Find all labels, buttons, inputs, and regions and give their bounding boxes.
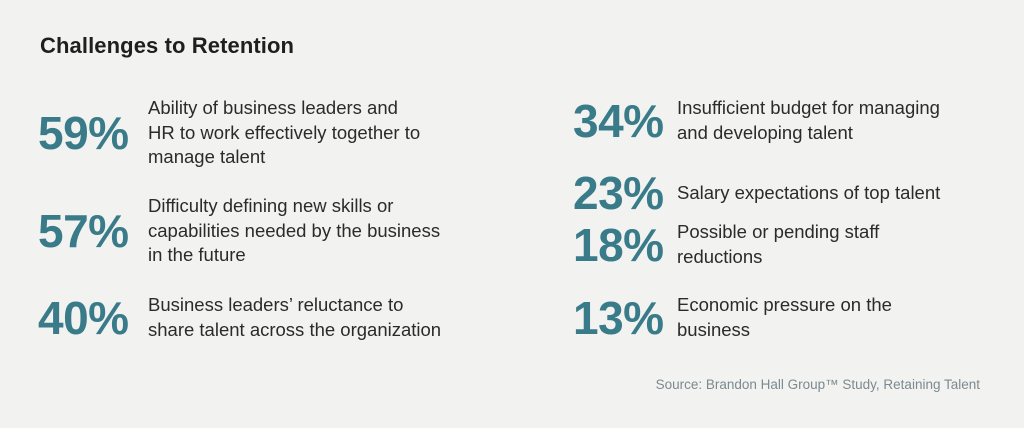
stat-item: 40% Business leaders’ reluctance to shar… — [38, 293, 488, 342]
stat-description: Possible or pending staff reductions — [677, 221, 880, 267]
stat-percent: 40% — [38, 291, 129, 344]
stat-percent: 34% — [573, 94, 664, 147]
page-title: Challenges to Retention — [40, 33, 295, 58]
stat-item: 57% Difficulty defining new skills or ca… — [38, 194, 488, 268]
stat-item: 13% Economic pressure on the business — [573, 293, 997, 342]
stat-item: 23% Salary expectations of top talent — [573, 170, 997, 216]
stat-description: Economic pressure on the business — [677, 294, 892, 340]
stat-description: Business leaders’ reluctance to share ta… — [148, 294, 442, 340]
stat-percent: 57% — [38, 204, 129, 257]
source-citation: Source: Brandon Hall Group™ Study, Retai… — [655, 377, 980, 392]
stat-description: Ability of business leaders and HR to wo… — [148, 97, 421, 167]
stat-item: 34% Insufficient budget for managing and… — [573, 96, 997, 145]
stat-description: Difficulty defining new skills or capabi… — [148, 195, 441, 265]
stat-description: Salary expectations of top talent — [677, 181, 941, 203]
stat-item: 59% Ability of business leaders and HR t… — [38, 96, 488, 170]
stat-percent: 13% — [573, 291, 664, 344]
stat-percent: 23% — [573, 167, 664, 219]
stat-percent: 18% — [573, 218, 664, 271]
stat-percent: 59% — [38, 106, 129, 159]
stat-item: 18% Possible or pending staff reductions — [573, 220, 997, 269]
stat-description: Insufficient budget for managing and dev… — [677, 97, 940, 143]
